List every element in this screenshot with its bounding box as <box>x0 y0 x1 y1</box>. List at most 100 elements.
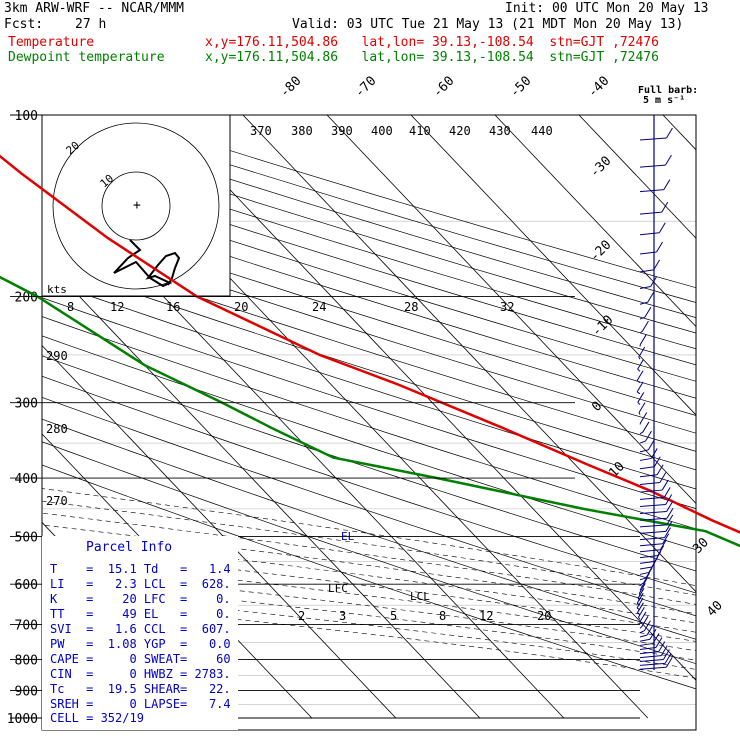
wind-barb <box>639 127 673 141</box>
chart-title: 3km ARW-WRF -- NCAR/MMM <box>4 1 185 16</box>
temperature-legend: Temperature <box>8 35 95 50</box>
theta-label: 380 <box>291 124 313 138</box>
wind-barb <box>639 572 650 586</box>
isotherm-label: -80 <box>277 74 304 101</box>
wind-barb <box>638 346 646 360</box>
wind-barb <box>639 259 661 273</box>
mixing-ratio-label: 5 <box>390 609 397 623</box>
parcel-row-cin: CIN = 0 HWBZ = 2783. <box>50 667 231 681</box>
wind-barb <box>639 487 671 500</box>
pressure-tick-900: 900 <box>15 684 38 699</box>
dewpoint-legend: Dewpoint temperature <box>8 50 165 65</box>
theta-label: 410 <box>409 124 431 138</box>
wind-barb <box>639 439 655 453</box>
wind-barb <box>639 179 671 193</box>
theta-label: 270 <box>46 494 68 508</box>
isotherm-label: -50 <box>507 74 534 101</box>
hodograph-axis-label: 32 <box>500 300 514 314</box>
isotherm-label: 30 <box>690 535 712 557</box>
pressure-tick-200: 200 <box>15 291 38 306</box>
wind-barb <box>639 412 648 425</box>
theta-label: 420 <box>449 124 471 138</box>
wind-barb <box>637 607 645 620</box>
temperature-line <box>0 154 740 534</box>
wind-barb <box>639 645 668 659</box>
wind-barb <box>639 578 648 591</box>
pressure-tick-1000: 1000 <box>7 712 38 727</box>
wind-barb <box>639 334 647 347</box>
wind-barb <box>639 472 667 486</box>
isotherm-label: -70 <box>352 74 379 101</box>
wind-barb <box>637 392 645 405</box>
wind-barb <box>639 222 666 236</box>
hodograph-ring-outer <box>52 122 220 290</box>
wind-barb <box>639 641 666 655</box>
wind-barb <box>639 501 674 515</box>
hodograph-axis-label: 28 <box>404 300 418 314</box>
wind-barb <box>639 656 673 670</box>
hodograph-box: + 10 20 kts <box>41 114 231 297</box>
hodograph-axis-label: 20 <box>234 300 248 314</box>
valid-time: Valid: 03 UTC Tue 21 May 13 (21 MDT Mon … <box>292 17 684 32</box>
parcel-row-svi: SVI = 1.6 CCL = 607. <box>50 622 231 636</box>
wind-barb <box>636 592 644 606</box>
pressure-tick-400: 400 <box>15 472 38 487</box>
wind-barb <box>639 201 669 215</box>
wind-barb <box>639 629 657 642</box>
parcel-row-pw: PW = 1.08 YGP = 0.0 <box>50 637 231 651</box>
theta-label: 400 <box>371 124 393 138</box>
isotherm-label: -30 <box>587 154 614 181</box>
pressure-tick-100: 100 <box>15 109 38 124</box>
parcel-row-cape: CAPE = 0 SWEAT= 60 <box>50 652 231 666</box>
hodograph-axis-label: 12 <box>110 300 124 314</box>
pressure-tick-600: 600 <box>15 578 38 593</box>
mixing-ratio-label: 2 <box>298 609 305 623</box>
wind-barb-label: Full barb: <box>638 85 698 96</box>
parcel-row-li: LI = 2.3 LCL = 628. <box>50 577 231 591</box>
wind-barb <box>639 154 672 168</box>
wind-barb <box>639 620 651 634</box>
isotherm-label: -40 <box>585 74 612 101</box>
wind-barb <box>639 456 661 470</box>
parcel-row-sreh: SREH = 0 LAPSE= 7.4 <box>50 697 231 711</box>
cell-motion: CELL = 352/19 <box>50 711 144 725</box>
theta-label: 290 <box>46 349 68 363</box>
hodograph-axis-label: 16 <box>166 300 180 314</box>
wind-barb <box>637 358 645 372</box>
pressure-tick-800: 800 <box>15 654 38 669</box>
parcel-row-tt: TT = 49 EL = 0. <box>50 607 231 621</box>
wind-barb <box>636 602 644 616</box>
wind-barb <box>636 370 644 384</box>
hodograph-axis-label: 8 <box>67 300 74 314</box>
isotherm-label: -60 <box>430 74 457 101</box>
dewpoint-location: x,y=176.11,504.86 lat,lon= 39.13,-108.54… <box>205 50 659 65</box>
isotherm-label: 0 <box>589 399 605 415</box>
level-label-lcl: LCL <box>410 590 430 603</box>
wind-barb-unit: 5 m s⁻¹ <box>643 95 685 106</box>
pressure-tick-700: 700 <box>15 619 38 634</box>
isotherm-label: -10 <box>589 313 616 340</box>
parcel-info-panel <box>42 536 238 730</box>
theta-label: 280 <box>46 422 68 436</box>
dewpoint-line <box>0 275 740 548</box>
wind-barb-column <box>636 115 674 670</box>
wind-barb <box>639 653 672 666</box>
pressure-tick-300: 300 <box>15 397 38 412</box>
parcel-info-title: Parcel Info <box>86 540 173 555</box>
init-time: Init: 00 UTC Mon 20 May 13 <box>505 1 709 16</box>
temperature-location: x,y=176.11,504.86 lat,lon= 39.13,-108.54… <box>205 35 659 50</box>
wind-barb <box>638 402 646 415</box>
hodograph-trace <box>113 239 181 288</box>
wind-barb <box>639 479 669 493</box>
wind-barb <box>636 381 644 395</box>
mixing-ratio-label: 8 <box>439 609 446 623</box>
parcel-row-t: T = 15.1 Td = 1.4 <box>50 562 231 576</box>
hodograph-axis-label: 24 <box>312 300 326 314</box>
mixing-ratio-label: 3 <box>339 609 346 623</box>
wind-barb <box>639 649 670 663</box>
wind-barb <box>639 637 663 651</box>
wind-barb <box>639 611 647 624</box>
wind-barb <box>639 292 655 305</box>
mixing-ratio-label: 12 <box>479 609 493 623</box>
hodograph-unit-label: kts <box>47 283 67 296</box>
